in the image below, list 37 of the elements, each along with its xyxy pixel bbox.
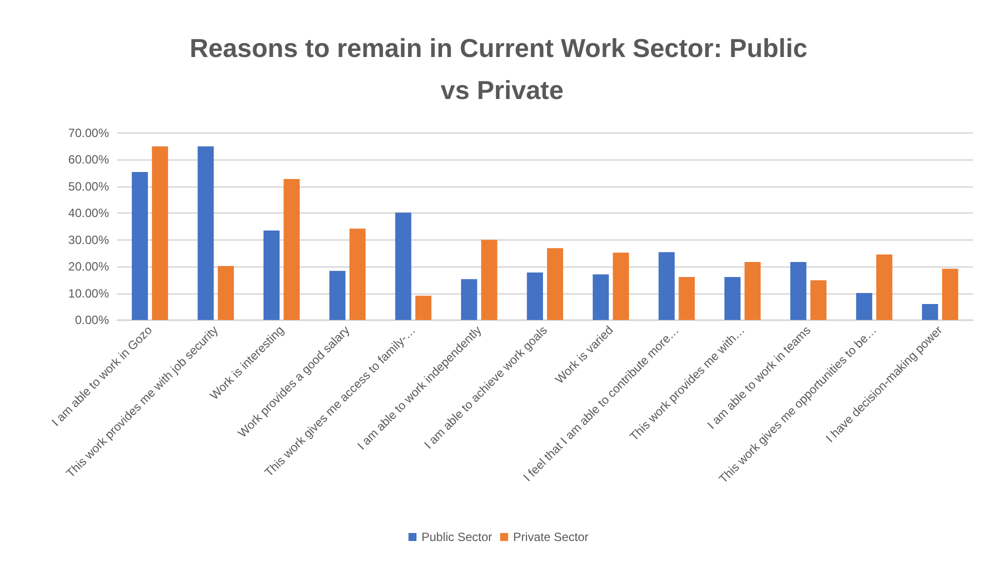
bar (284, 178, 300, 320)
bar (198, 146, 214, 320)
y-tick-label: 10.00% (68, 286, 110, 300)
bar (132, 172, 148, 320)
bar (395, 212, 412, 320)
bar (264, 230, 280, 320)
bar (744, 262, 761, 320)
bar (218, 266, 234, 320)
legend-label: Private Sector (513, 530, 589, 544)
bar (810, 280, 826, 320)
y-tick-label: 0.00% (74, 313, 110, 327)
y-tick-label: 40.00% (68, 206, 110, 220)
bar (678, 276, 695, 320)
bar (612, 252, 629, 320)
y-tick-label: 70.00% (68, 126, 110, 140)
bar (349, 228, 366, 320)
y-tick-label: 60.00% (68, 152, 110, 167)
bar (152, 146, 168, 320)
bar (526, 272, 543, 320)
bar (724, 276, 741, 320)
bar (658, 252, 675, 320)
chart-title: Reasons to remain in Current Work Sector: Public vs Private (190, 33, 808, 105)
bar (547, 248, 564, 320)
bar (790, 262, 806, 320)
bar (481, 240, 498, 320)
bar (856, 293, 872, 320)
y-tick-label: 50.00% (68, 179, 110, 194)
y-tick-label: 20.00% (68, 260, 110, 274)
bar (415, 296, 432, 320)
bar (942, 268, 958, 320)
y-tick-label: 30.00% (68, 232, 110, 247)
bar (329, 270, 346, 320)
bar (461, 279, 478, 320)
legend-label: Public Sector (421, 530, 492, 544)
bar (876, 254, 892, 320)
bar (922, 304, 938, 320)
bar (592, 274, 609, 320)
